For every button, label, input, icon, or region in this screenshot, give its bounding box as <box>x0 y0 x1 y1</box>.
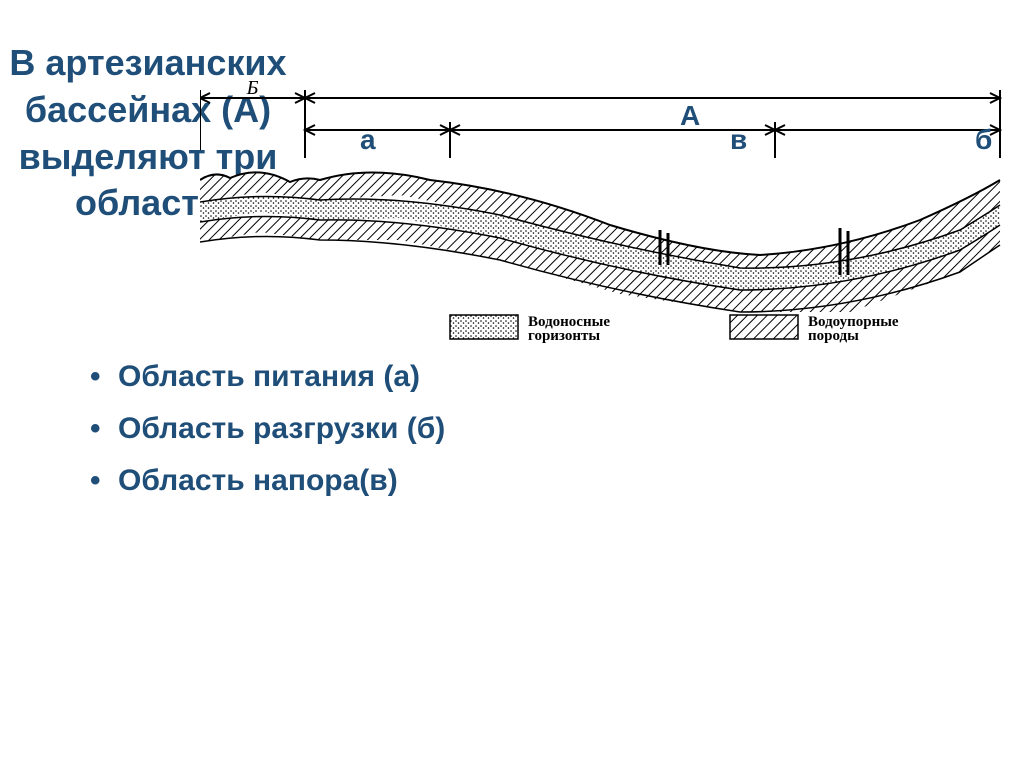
svg-text:горизонты: горизонты <box>528 328 600 344</box>
bullet-text: Область разгрузки (б) <box>118 412 445 445</box>
bullet-item: Область напора(в) <box>90 464 445 498</box>
label-b-text: б <box>975 124 992 155</box>
svg-text:породы: породы <box>808 328 859 344</box>
label-A: А <box>680 100 700 132</box>
label-A-text: А <box>680 100 700 131</box>
bullet-item: Область питания (а) <box>90 360 445 394</box>
diagram-svg: БВодоносныегоризонтыВодоупорныепороды <box>200 80 1010 350</box>
bullet-text: Область питания (а) <box>118 360 420 393</box>
bullet-text: Область напора(в) <box>118 464 398 497</box>
bullet-item: Область разгрузки (б) <box>90 412 445 446</box>
label-b: б <box>975 124 992 156</box>
label-v-text: в <box>730 124 747 155</box>
label-a-text: а <box>360 124 376 155</box>
bullet-list: Область питания (а) Область разгрузки (б… <box>90 360 445 516</box>
svg-text:Б: Б <box>246 80 259 99</box>
label-v: в <box>730 124 747 156</box>
label-a: а <box>360 124 376 156</box>
artesian-basin-diagram: БВодоносныегоризонтыВодоупорныепороды А … <box>200 80 1010 350</box>
